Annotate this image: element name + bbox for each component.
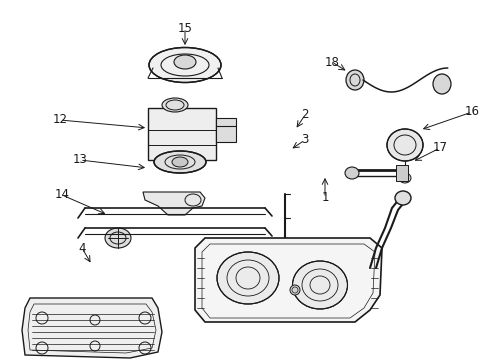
Ellipse shape bbox=[345, 167, 358, 179]
Ellipse shape bbox=[386, 129, 422, 161]
Text: 3: 3 bbox=[301, 134, 308, 147]
Text: 2: 2 bbox=[301, 108, 308, 121]
Ellipse shape bbox=[174, 55, 196, 69]
Text: 17: 17 bbox=[431, 141, 447, 154]
Polygon shape bbox=[22, 298, 162, 358]
Ellipse shape bbox=[172, 157, 187, 167]
Text: 13: 13 bbox=[72, 153, 87, 166]
Ellipse shape bbox=[217, 252, 279, 304]
Ellipse shape bbox=[105, 228, 131, 248]
Polygon shape bbox=[142, 192, 204, 215]
Polygon shape bbox=[195, 238, 381, 322]
Ellipse shape bbox=[346, 70, 363, 90]
Text: 14: 14 bbox=[54, 189, 69, 202]
Text: 4: 4 bbox=[78, 242, 85, 255]
Text: 18: 18 bbox=[324, 55, 339, 68]
Ellipse shape bbox=[154, 151, 205, 173]
Text: 15: 15 bbox=[177, 22, 192, 35]
Text: 12: 12 bbox=[52, 113, 67, 126]
Ellipse shape bbox=[432, 74, 450, 94]
Ellipse shape bbox=[394, 191, 410, 205]
Ellipse shape bbox=[289, 285, 299, 295]
Bar bbox=[395, 165, 407, 181]
Ellipse shape bbox=[292, 261, 347, 309]
Text: 16: 16 bbox=[464, 105, 479, 118]
Ellipse shape bbox=[398, 173, 410, 183]
Ellipse shape bbox=[149, 48, 221, 82]
Text: 1: 1 bbox=[321, 192, 328, 204]
Bar bbox=[216, 118, 236, 142]
Ellipse shape bbox=[162, 98, 187, 112]
Bar bbox=[148, 108, 216, 160]
